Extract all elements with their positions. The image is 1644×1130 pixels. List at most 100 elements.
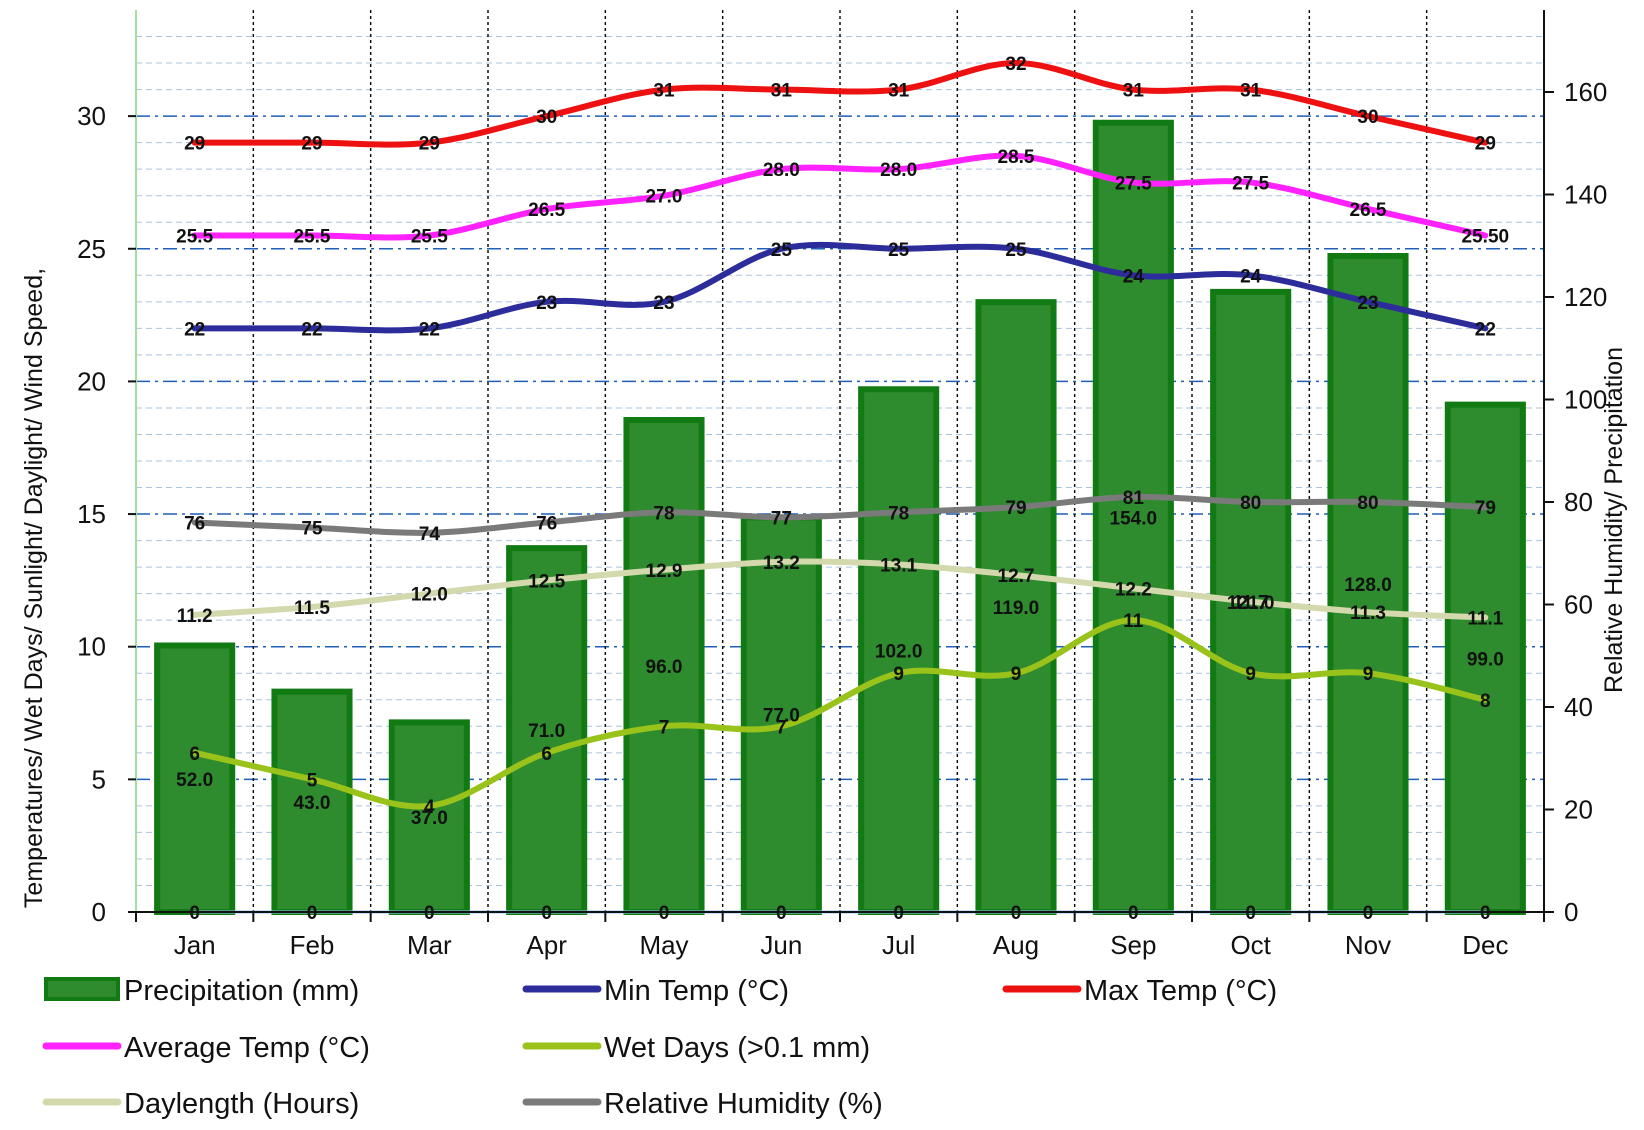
x-tick-label-feb: Feb	[290, 930, 335, 960]
right-tick-label: 60	[1564, 590, 1593, 620]
data-label-sunlight: 0	[776, 903, 787, 924]
data-label-precipitation: 52.0	[176, 770, 213, 791]
data-label-wet-days-0-1-mm: 9	[1245, 664, 1256, 685]
data-label-wet-days-0-1-mm: 11	[1123, 611, 1144, 632]
legend-swatch-precipitation-mm	[44, 977, 120, 1001]
left-tick-label: 30	[77, 101, 106, 131]
legend-label-min-temp-c: Min Temp (°C)	[604, 975, 789, 1007]
data-label-average-temp-c: 28.0	[880, 160, 917, 181]
right-tick-label: 20	[1564, 795, 1593, 825]
data-label-max-temp-c: 31	[1240, 81, 1262, 102]
data-label-average-temp-c: 25.5	[176, 227, 213, 248]
data-label-daylength-hours: 12.7	[998, 566, 1035, 587]
left-tick-label: 0	[92, 897, 106, 927]
data-label-relative-humidity: 80	[1357, 493, 1378, 514]
precipitation-bar-feb	[271, 688, 353, 915]
data-label-daylength-hours: 13.2	[763, 553, 800, 574]
x-tick-label-sep: Sep	[1110, 930, 1156, 960]
data-label-average-temp-c: 25.50	[1462, 227, 1510, 248]
data-label-max-temp-c: 31	[771, 81, 793, 102]
data-label-average-temp-c: 25.5	[294, 227, 331, 248]
data-label-min-temp-c: 25	[771, 240, 793, 261]
x-tick-label-nov: Nov	[1345, 930, 1391, 960]
right-tick-label: 40	[1564, 692, 1593, 722]
data-label-daylength-hours: 11.3	[1350, 603, 1386, 624]
right-tick-label: 120	[1564, 282, 1607, 312]
data-label-min-temp-c: 23	[1357, 293, 1378, 314]
legend-label-max-temp-c: Max Temp (°C)	[1084, 975, 1277, 1007]
data-label-min-temp-c: 23	[653, 293, 674, 314]
legend-label-relative-humidity: Relative Humidity (%)	[604, 1088, 883, 1120]
data-label-max-temp-c: 29	[1475, 134, 1496, 155]
data-label-sunlight: 0	[659, 903, 670, 924]
data-label-average-temp-c: 25.5	[411, 227, 448, 248]
data-label-daylength-hours: 11.1	[1467, 609, 1503, 630]
series-line-relative-humidity	[191, 493, 1489, 536]
data-label-daylength-hours: 12.2	[1115, 579, 1152, 600]
data-label-daylength-hours: 12.0	[411, 585, 448, 606]
precipitation-bar-aug	[975, 299, 1057, 915]
data-label-relative-humidity: 76	[536, 514, 557, 535]
data-label-min-temp-c: 24	[1240, 266, 1262, 287]
precipitation-bar-jul	[858, 386, 940, 915]
precipitation-bar-may	[623, 417, 705, 915]
x-tick-label-jun: Jun	[760, 930, 802, 960]
data-label-precipitation: 96.0	[646, 657, 683, 678]
data-label-daylength-hours: 11.7	[1233, 593, 1269, 614]
left-tick-label: 10	[77, 632, 106, 662]
data-label-min-temp-c: 25	[1005, 240, 1027, 261]
x-tick-label-jul: Jul	[882, 930, 915, 960]
data-label-relative-humidity: 78	[653, 503, 674, 524]
data-label-max-temp-c: 30	[536, 107, 557, 128]
data-label-max-temp-c: 31	[653, 81, 675, 102]
data-label-sunlight: 0	[541, 903, 552, 924]
legend-label-wet-days-0-1-mm: Wet Days (>0.1 mm)	[604, 1032, 870, 1064]
data-label-wet-days-0-1-mm: 9	[1363, 664, 1374, 685]
data-label-relative-humidity: 74	[419, 524, 441, 545]
right-axis-title: Relative Humidity/ Precipitation	[1600, 347, 1628, 693]
data-label-max-temp-c: 31	[1123, 81, 1145, 102]
left-axis-title: Temperatures/ Wet Days/ Sunlight/ Daylig…	[20, 268, 48, 908]
series-line-max-temp-c	[191, 60, 1489, 148]
data-label-precipitation: 43.0	[294, 793, 331, 814]
data-label-daylength-hours: 11.5	[294, 598, 330, 619]
legend-label-precipitation-mm: Precipitation (mm)	[124, 975, 359, 1007]
data-label-sunlight: 0	[189, 903, 200, 924]
data-label-precipitation: 71.0	[528, 721, 565, 742]
data-label-precipitation: 99.0	[1467, 649, 1504, 670]
data-label-precipitation: 121.0	[1227, 593, 1275, 614]
series-line-average-temp-c	[191, 152, 1489, 241]
data-label-wet-days-0-1-mm: 9	[893, 664, 904, 685]
data-label-relative-humidity: 76	[184, 514, 205, 535]
data-label-relative-humidity: 75	[301, 519, 323, 540]
precipitation-bar-mar	[388, 719, 470, 915]
precipitation-bar-jan	[154, 642, 236, 915]
x-tick-label-oct: Oct	[1230, 930, 1271, 960]
data-label-wet-days-0-1-mm: 7	[776, 717, 787, 738]
axes: Jan Feb Mar Apr May Jun Jul Aug Sep Oct Nov Dec 0 5 10…	[77, 10, 1607, 960]
series-line-daylength-hours	[191, 558, 1489, 621]
data-label-average-temp-c: 26.5	[1350, 200, 1387, 221]
data-label-wet-days-0-1-mm: 6	[541, 744, 552, 765]
data-label-precipitation: 37.0	[411, 808, 448, 829]
right-tick-label: 160	[1564, 77, 1607, 107]
data-label-min-temp-c: 22	[184, 319, 205, 340]
data-label-average-temp-c: 27.0	[646, 187, 683, 208]
data-label-min-temp-c: 23	[536, 293, 557, 314]
left-tick-label: 25	[77, 234, 106, 264]
grid-lines	[135, 10, 1544, 912]
data-label-average-temp-c: 27.5	[1115, 173, 1152, 194]
data-label-sunlight: 0	[1128, 903, 1139, 924]
precipitation-bar-sep	[1092, 119, 1174, 915]
legend-label-daylength-hours: Daylength (Hours)	[124, 1088, 359, 1120]
right-tick-label: 140	[1564, 180, 1607, 210]
data-label-min-temp-c: 22	[301, 319, 322, 340]
data-label-relative-humidity: 79	[1005, 498, 1026, 519]
data-label-wet-days-0-1-mm: 6	[189, 744, 200, 765]
data-label-sunlight: 0	[1011, 903, 1022, 924]
data-labels: 22 22 22 23 23 25 25 25 24 24 23 22 29 29 29 30 31 31 31 32…	[176, 54, 1509, 924]
data-label-precipitation: 128.0	[1344, 575, 1392, 596]
data-label-relative-humidity: 79	[1475, 498, 1496, 519]
data-label-average-temp-c: 28.0	[763, 160, 800, 181]
